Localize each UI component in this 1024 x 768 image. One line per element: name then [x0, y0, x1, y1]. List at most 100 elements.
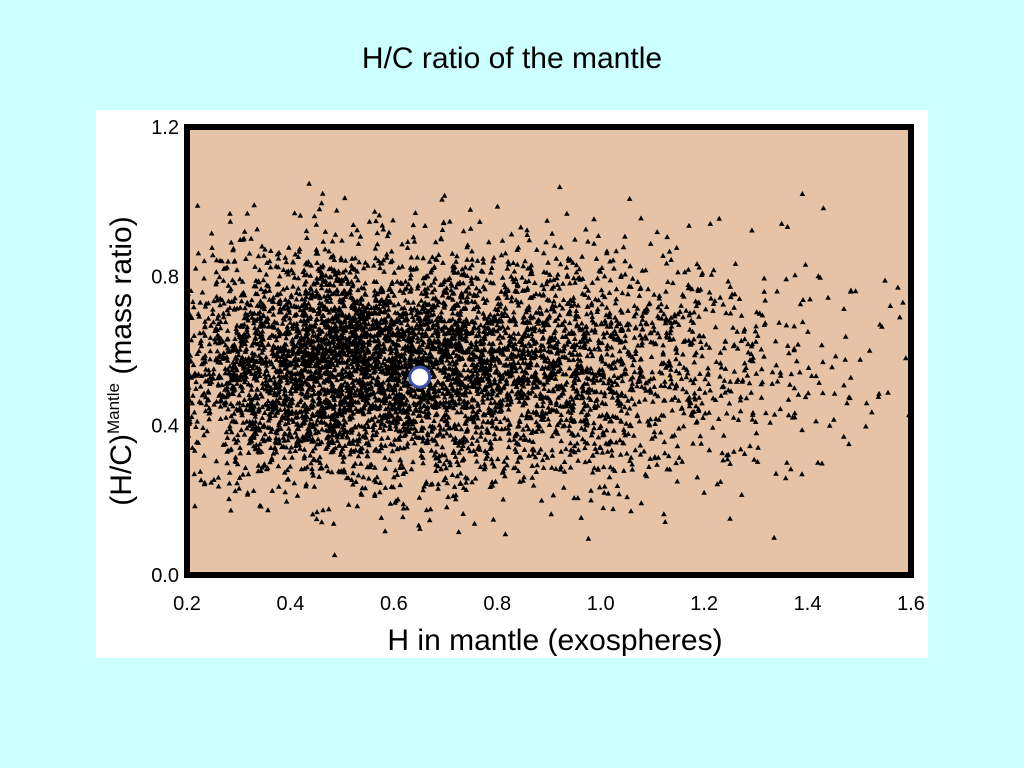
data-point	[264, 388, 271, 394]
data-point	[564, 273, 571, 279]
data-point	[196, 348, 202, 354]
data-point	[875, 393, 882, 399]
data-point	[441, 289, 448, 295]
data-point	[663, 288, 669, 294]
data-point	[582, 439, 588, 445]
data-point	[190, 299, 196, 304]
data-point	[429, 254, 436, 260]
data-point	[608, 319, 614, 325]
data-point	[556, 419, 563, 425]
data-point	[458, 426, 465, 432]
data-point	[241, 359, 247, 365]
data-point	[351, 303, 358, 309]
data-point	[311, 213, 318, 219]
data-point	[543, 373, 550, 379]
data-point	[317, 400, 323, 406]
data-point	[202, 408, 209, 414]
data-point	[771, 411, 778, 417]
data-point	[697, 339, 704, 344]
data-point	[715, 416, 722, 421]
data-point	[410, 459, 416, 465]
data-point	[382, 484, 389, 490]
data-point	[481, 466, 488, 472]
data-point	[244, 425, 250, 431]
data-point	[631, 369, 638, 375]
data-point	[348, 477, 355, 482]
data-point	[307, 452, 314, 458]
data-point	[589, 353, 596, 359]
data-point	[480, 259, 487, 265]
data-point	[194, 202, 201, 208]
data-point	[201, 452, 207, 458]
data-point	[377, 368, 384, 374]
data-point	[265, 372, 272, 378]
data-point	[680, 423, 687, 429]
data-point	[381, 345, 388, 351]
data-point	[546, 421, 553, 427]
data-point	[365, 301, 372, 307]
data-point	[334, 392, 341, 398]
data-point	[706, 447, 713, 453]
data-point	[416, 343, 423, 349]
data-point	[292, 334, 299, 340]
data-point	[303, 278, 309, 284]
data-point	[626, 195, 633, 201]
data-point	[369, 436, 375, 442]
data-point	[294, 438, 300, 444]
data-point	[662, 378, 668, 384]
data-point	[554, 430, 561, 436]
data-point	[754, 458, 761, 464]
data-point	[863, 423, 869, 429]
data-point	[363, 420, 370, 426]
data-point	[210, 252, 216, 258]
data-point	[355, 422, 362, 428]
data-point	[586, 376, 592, 381]
data-point	[546, 312, 553, 318]
data-point	[391, 368, 398, 374]
data-point	[420, 389, 427, 395]
data-point	[584, 303, 591, 309]
data-point	[384, 386, 391, 392]
data-point	[731, 368, 738, 374]
data-point	[697, 370, 703, 376]
data-point	[268, 409, 275, 415]
data-point	[453, 366, 460, 372]
data-point	[421, 402, 427, 408]
data-point	[558, 382, 565, 388]
data-point	[357, 460, 364, 466]
data-point	[479, 362, 485, 368]
data-point	[625, 291, 631, 297]
data-point	[285, 419, 291, 425]
data-point	[257, 441, 263, 447]
data-point	[442, 404, 448, 410]
data-point	[885, 389, 891, 395]
data-point	[276, 273, 283, 279]
data-point	[368, 379, 374, 385]
data-point	[457, 308, 464, 314]
data-point	[791, 345, 797, 351]
data-point	[359, 370, 365, 376]
data-point	[297, 212, 304, 218]
data-point	[338, 290, 345, 296]
data-point	[390, 217, 396, 223]
data-point	[813, 373, 819, 379]
data-point	[270, 304, 276, 310]
data-point	[591, 389, 598, 395]
data-point	[758, 346, 765, 352]
data-point	[819, 342, 825, 348]
data-point	[459, 335, 466, 341]
data-point	[670, 280, 676, 286]
data-point	[477, 464, 484, 469]
data-point	[482, 373, 488, 379]
data-point	[235, 432, 241, 438]
data-point	[462, 361, 468, 367]
data-point	[521, 436, 528, 442]
data-point	[394, 413, 401, 418]
data-point	[847, 395, 853, 401]
data-point	[282, 421, 289, 427]
data-point	[585, 411, 592, 417]
data-point	[753, 323, 759, 329]
data-point	[384, 233, 391, 239]
data-point	[349, 331, 356, 337]
data-point	[487, 269, 494, 275]
